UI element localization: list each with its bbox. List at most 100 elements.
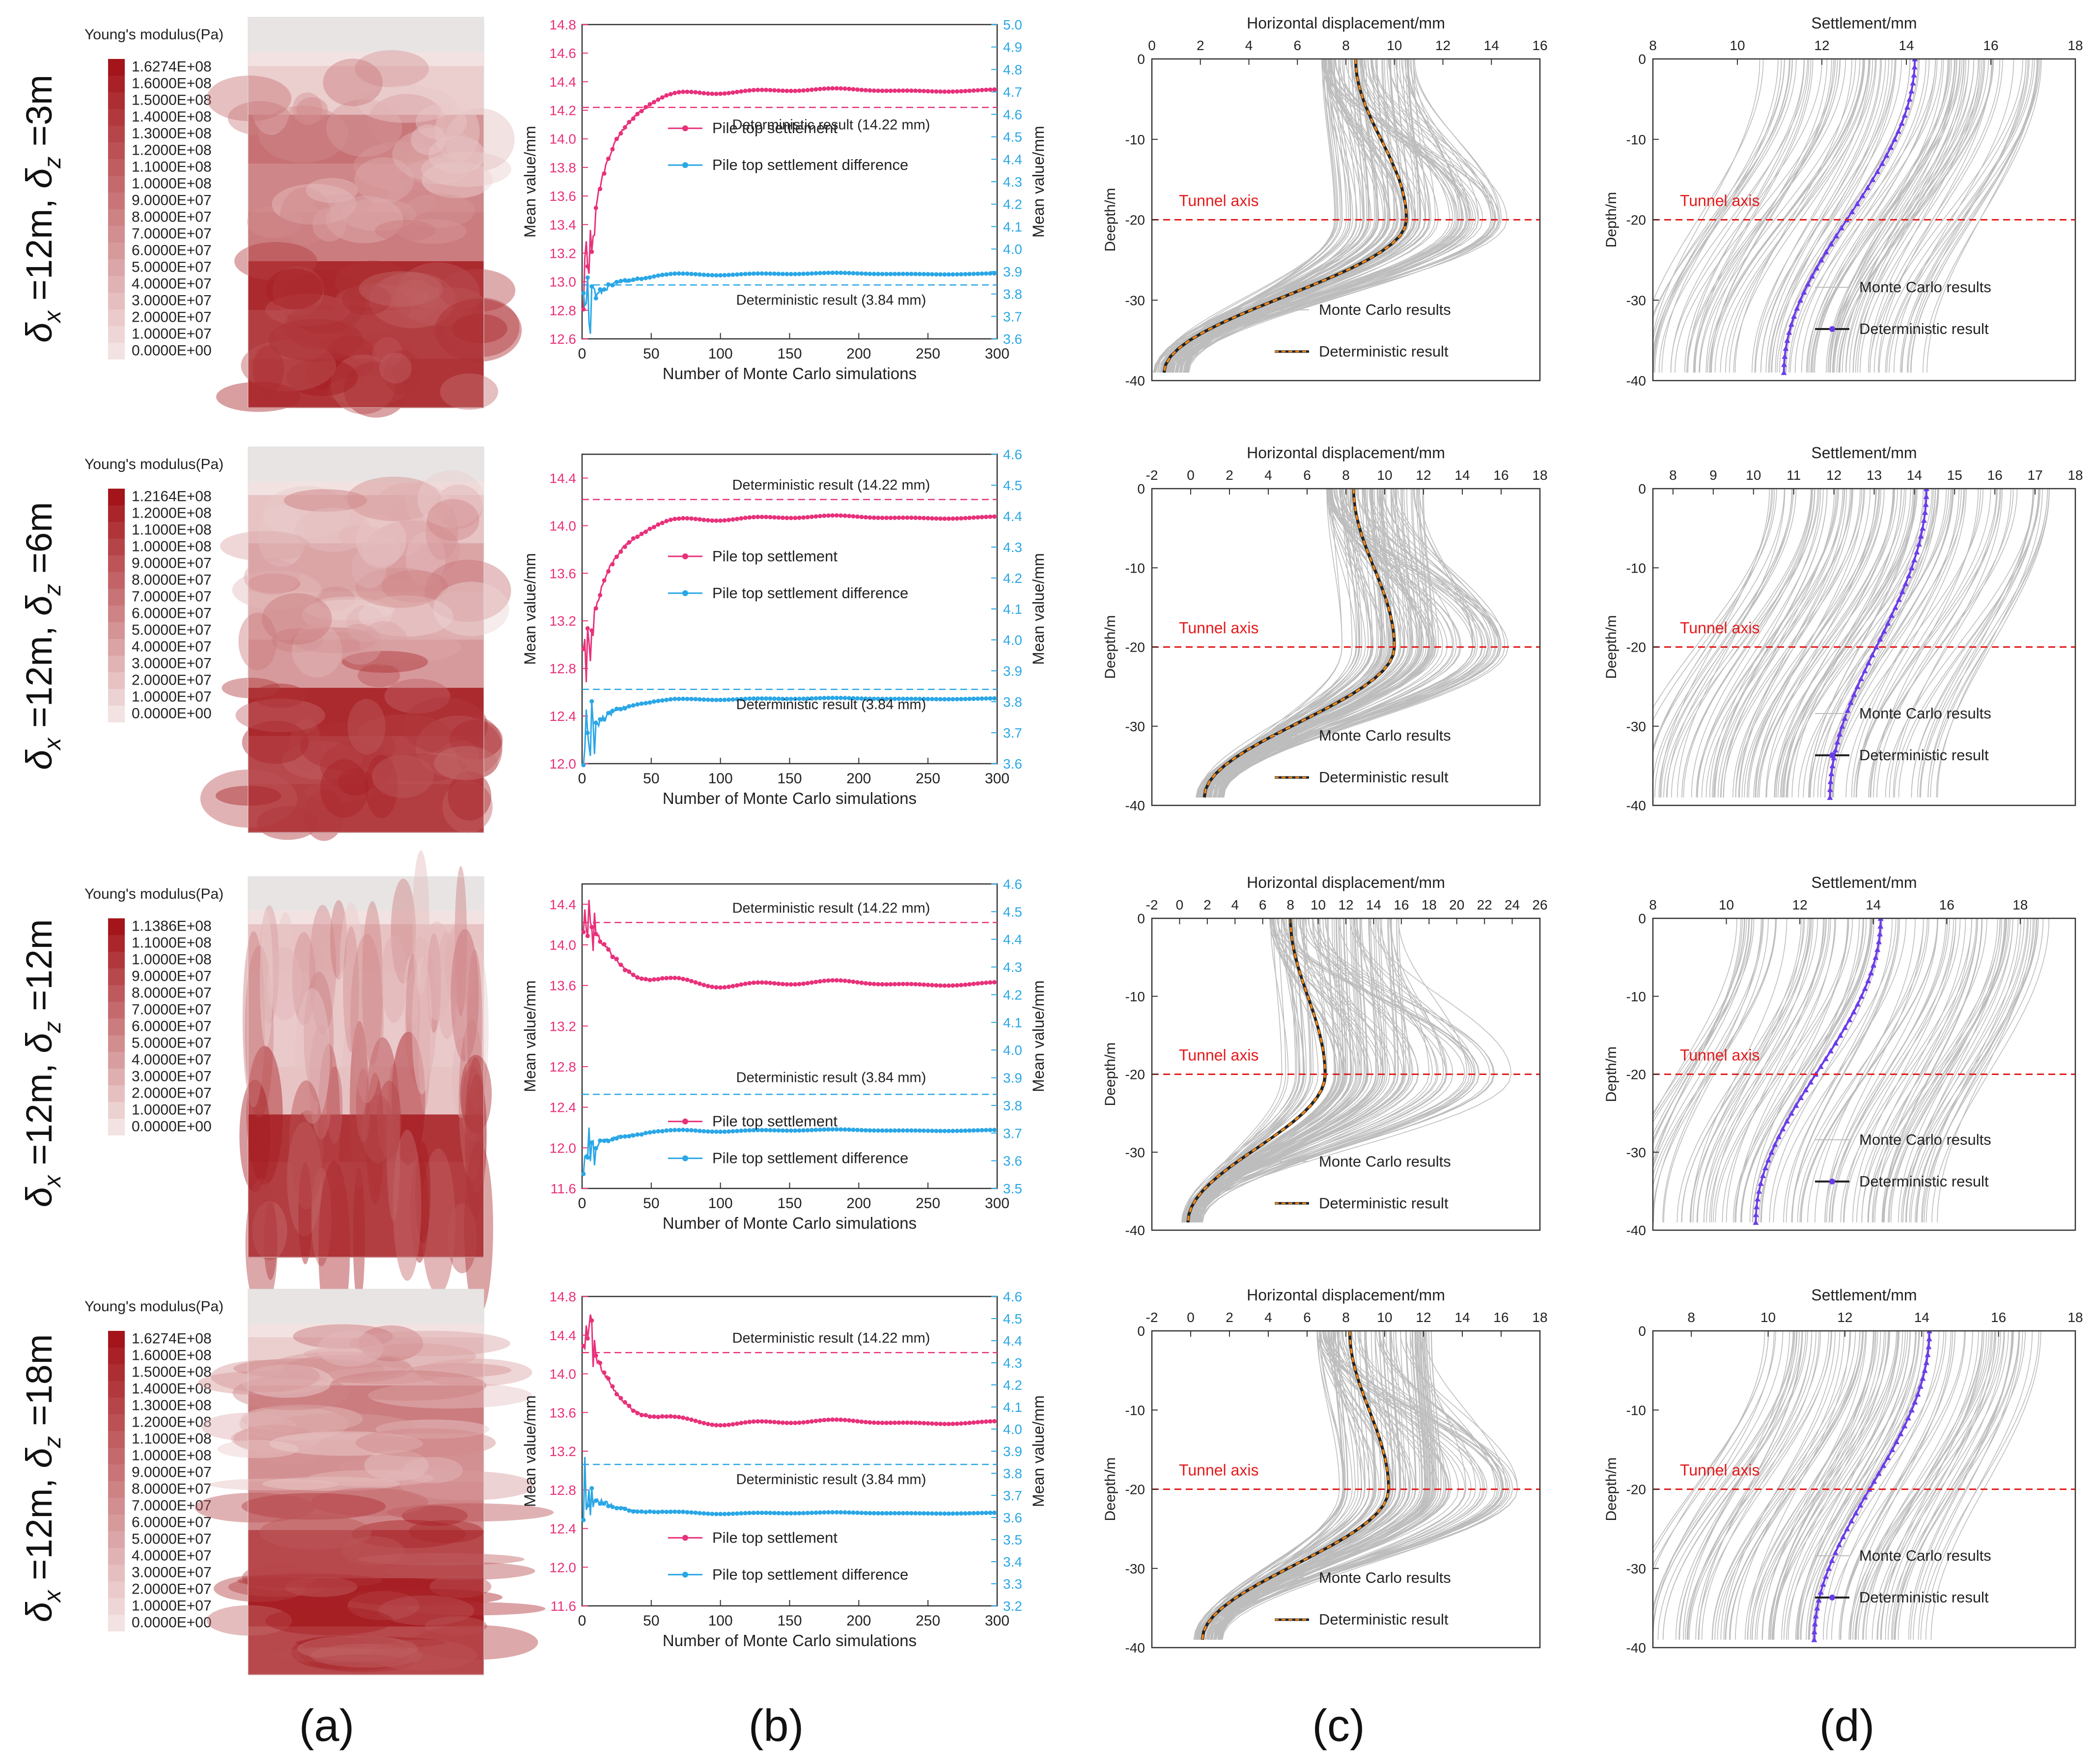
field-blob xyxy=(283,489,367,512)
monte-carlo-curve xyxy=(1713,489,1828,798)
deterministic-marker xyxy=(1926,1344,1932,1350)
monte-carlo-curve xyxy=(1806,1331,1920,1640)
x-tick-label: 16 xyxy=(1493,468,1508,483)
series-point xyxy=(983,515,988,520)
monte-carlo-curve xyxy=(1683,1331,1790,1640)
series-point xyxy=(900,1420,905,1425)
field-blob xyxy=(295,988,330,1124)
x-tick-label: 12 xyxy=(1435,38,1451,53)
series-point xyxy=(593,720,598,725)
series-point xyxy=(851,1128,856,1132)
field-blob xyxy=(373,482,451,530)
field-blob xyxy=(316,586,355,611)
y-tick-label: -10 xyxy=(1626,132,1646,147)
series-point xyxy=(988,1511,993,1516)
series-point xyxy=(768,696,773,701)
y-axis-label: Deepth/m xyxy=(1102,1042,1118,1106)
legend-swatch xyxy=(108,209,125,226)
x-tick-label: 10 xyxy=(1377,468,1392,483)
legend-swatch xyxy=(108,918,125,935)
monte-carlo-curve xyxy=(1861,918,1966,1223)
row-label-part: δ xyxy=(19,1186,59,1207)
monte-carlo-curve xyxy=(1845,59,1957,373)
monte-carlo-curve xyxy=(1831,918,1947,1223)
field-blob xyxy=(336,338,414,359)
field-blob xyxy=(255,1440,319,1464)
series-point xyxy=(801,515,806,520)
monte-carlo-curve xyxy=(1845,59,1975,373)
field-blob xyxy=(372,337,403,368)
series-point xyxy=(963,982,968,987)
series-point xyxy=(764,271,769,276)
monte-carlo-curve xyxy=(1883,918,1983,1223)
series-point xyxy=(797,1511,802,1516)
monte-carlo-curve xyxy=(1876,489,1998,798)
series-point xyxy=(826,978,831,983)
series-point xyxy=(585,275,590,280)
monte-carlo-curve xyxy=(1794,59,1926,373)
plot-area xyxy=(1196,489,1509,798)
x-tick-label: 8 xyxy=(1342,468,1350,483)
series-point xyxy=(855,696,860,701)
y-tick-label: 12.4 xyxy=(550,709,577,724)
monte-carlo-curve xyxy=(1699,59,1856,373)
x-axis-label: Number of Monte Carlo simulations xyxy=(663,789,917,807)
field-band xyxy=(248,358,484,408)
series-point xyxy=(905,88,910,93)
monte-carlo-curve xyxy=(1902,918,2013,1223)
tunnel-axis-label: Tunnel axis xyxy=(1179,619,1258,637)
series-point xyxy=(739,516,744,521)
series-point xyxy=(622,544,627,549)
series-point xyxy=(672,1509,677,1514)
field-blob xyxy=(386,1064,400,1221)
monte-carlo-curve xyxy=(1196,918,1289,1223)
monte-carlo-curve xyxy=(1723,489,1835,798)
field-blob xyxy=(368,1382,532,1409)
legend-label: Deterministic result xyxy=(1319,1194,1449,1212)
field-blob xyxy=(439,269,516,312)
series-point xyxy=(759,271,764,276)
legend-marker xyxy=(682,162,688,168)
series-point xyxy=(585,1503,590,1508)
deterministic-marker xyxy=(1885,1455,1891,1460)
x-tick-label: 8 xyxy=(1342,1310,1350,1325)
field-blob xyxy=(374,220,436,241)
legend-label: Monte Carlo results xyxy=(1859,1547,1991,1564)
series-point xyxy=(631,1133,636,1138)
legend-label: Pile top settlement difference xyxy=(712,584,908,602)
series-point xyxy=(942,1422,947,1427)
legend-label: Pile top settlement difference xyxy=(712,156,908,173)
series-point xyxy=(759,1419,764,1424)
series-point xyxy=(589,925,594,930)
monte-carlo-curve xyxy=(1168,59,1471,373)
x-tick-label: 14 xyxy=(1454,1310,1470,1325)
monte-carlo-curve xyxy=(1769,1331,1881,1640)
series-point xyxy=(988,514,993,519)
y-axis-label: Depth/m xyxy=(1603,1047,1619,1102)
deterministic-marker xyxy=(1926,1336,1932,1342)
deterministic-marker xyxy=(1832,1549,1839,1555)
series-point xyxy=(900,1128,905,1133)
series-point xyxy=(689,1510,694,1515)
monte-carlo-curve xyxy=(1870,489,2014,798)
legend-swatch xyxy=(108,1331,125,1348)
series-point xyxy=(676,976,681,981)
series-point xyxy=(942,1129,947,1133)
monte-carlo-curve xyxy=(1192,918,1512,1223)
legend-label: 0.0000E+00 xyxy=(132,1615,212,1631)
series-point xyxy=(938,697,943,702)
series-point xyxy=(610,1384,615,1389)
series-point xyxy=(946,89,951,94)
monte-carlo-curve xyxy=(1901,918,2025,1223)
y2-tick-label: 3.8 xyxy=(1003,694,1022,710)
monte-carlo-curve xyxy=(1829,59,1980,373)
y2-tick-label: 4.7 xyxy=(1003,84,1022,100)
series-point xyxy=(859,1128,864,1132)
series-point xyxy=(764,515,769,520)
series-point xyxy=(614,1136,619,1141)
field-blob xyxy=(311,1167,332,1267)
monte-carlo-curve xyxy=(1791,489,1902,798)
y-tick-label: 12.8 xyxy=(550,1059,577,1075)
series-point xyxy=(581,930,586,935)
